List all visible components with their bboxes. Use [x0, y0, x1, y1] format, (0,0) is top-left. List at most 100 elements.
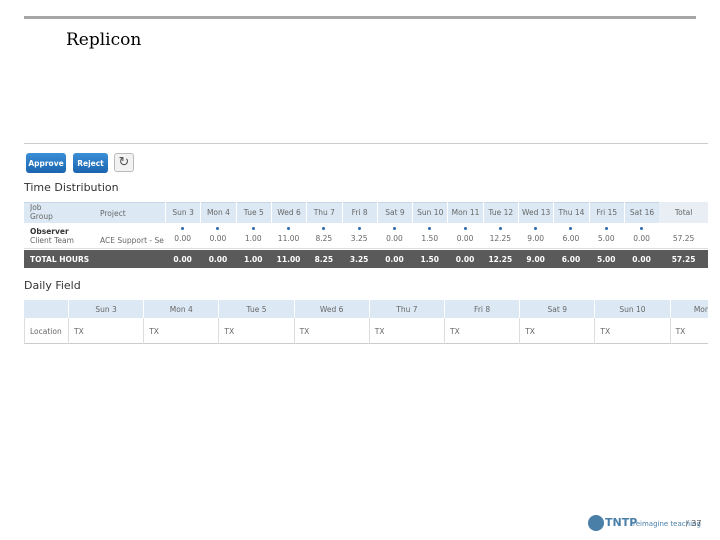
hours-cell: 0.00: [209, 233, 227, 243]
hours-cell: 0.00: [456, 233, 474, 243]
field-cell: TX: [143, 318, 218, 344]
refresh-button[interactable]: ↻: [114, 153, 134, 172]
total-hours-cell: 6.00: [561, 254, 581, 264]
entry-dot: [498, 227, 502, 230]
column-header: Wed 6: [293, 300, 369, 318]
entry-dot: [428, 227, 432, 230]
column-header: Tue 5: [235, 202, 271, 223]
column-header: Mon 11: [447, 202, 482, 223]
hours-cell: 0.00: [633, 233, 650, 243]
section-heading: Time Distribution: [24, 181, 119, 194]
column-header: Thu 14: [553, 202, 588, 223]
field-cell: TX: [444, 318, 519, 344]
column-header: Sat 9: [519, 300, 594, 318]
total-hours-cell: 0.00: [208, 254, 228, 264]
page-number: / 37: [686, 519, 702, 528]
logo: TNTP: [605, 516, 638, 529]
column-header: Sun 3: [68, 300, 143, 318]
entry-dot: [251, 227, 255, 230]
total-hours-cell: 8.25: [314, 254, 334, 264]
column-header: Sun 10: [594, 300, 669, 318]
row-bg: [24, 318, 708, 344]
grand-total: 57.25: [671, 254, 696, 264]
screenshot: ↻ Approve Reject Time Distribution Job Group…: [24, 143, 708, 346]
column-header: Wed 13: [518, 202, 553, 223]
total-hours-cell: 0.00: [385, 254, 404, 264]
field-cell: TX: [368, 318, 444, 344]
total-hours-cell: 0.00: [173, 254, 192, 264]
table-header-bg: [24, 300, 708, 318]
total-hours-cell: 11.00: [276, 254, 301, 264]
hours-cell: 5.00: [597, 233, 615, 243]
column-header: Tue 5: [218, 300, 293, 318]
action-button[interactable]: Approve: [26, 153, 66, 173]
entry-dot: [216, 227, 220, 230]
total-hours-cell: 0.00: [455, 254, 475, 264]
field-cell: TX: [218, 318, 293, 344]
column-header: Thu 7: [368, 300, 444, 318]
action-button[interactable]: Reject: [73, 153, 108, 173]
column-header: Mon 11: [669, 300, 708, 318]
row-label: Location: [30, 326, 62, 336]
entry-dot: [181, 227, 185, 230]
field-cell: TX: [68, 318, 143, 344]
column-header: Sun 10: [412, 202, 447, 223]
column-header: Sun 3: [165, 202, 200, 223]
slide-title: Replicon: [66, 30, 142, 50]
entry-dot: [463, 227, 467, 230]
header-label: Project: [100, 208, 126, 218]
total-hours-cell: 1.00: [243, 254, 263, 264]
hours-cell: 9.00: [527, 233, 544, 243]
field-cell: TX: [669, 318, 708, 344]
field-cell: TX: [519, 318, 594, 344]
column-header: Mon 4: [200, 202, 235, 223]
hours-cell: 1.50: [421, 233, 439, 243]
header-label: Group: [30, 212, 53, 221]
section-heading: Daily Field: [24, 279, 81, 292]
entry-dot: [357, 227, 361, 230]
project-name: ACE Support - Se: [100, 236, 164, 245]
total-label: TOTAL HOURS: [30, 254, 90, 264]
entry-dot: [604, 227, 608, 230]
field-cell: TX: [594, 318, 669, 344]
job-name: Observer: [30, 227, 69, 236]
hours-cell: 11.00: [277, 233, 300, 243]
table-header-bg: [24, 202, 708, 223]
column-header: Mon 4: [143, 300, 218, 318]
total-hours-cell: 5.00: [596, 254, 616, 264]
total-cell: 57.25: [672, 233, 695, 243]
entry-dot: [569, 227, 573, 230]
hours-cell: 1.00: [244, 233, 262, 243]
total-hours-cell: 3.25: [349, 254, 369, 264]
column-header: Total: [659, 202, 708, 223]
total-hours-cell: 0.00: [632, 254, 651, 264]
column-header: Fri 8: [341, 202, 377, 223]
hours-cell: 8.25: [315, 233, 333, 243]
column-header: Thu 7: [306, 202, 341, 223]
hours-cell: 6.00: [562, 233, 580, 243]
hours-cell: 0.00: [174, 233, 191, 243]
top-rule: [24, 16, 696, 19]
logo-icon: [588, 515, 604, 531]
entry-dot: [322, 227, 326, 230]
header-label: Job: [30, 203, 42, 212]
column-header: Wed 6: [270, 202, 306, 223]
column-header: Sat 9: [376, 202, 412, 223]
total-hours-cell: 12.25: [488, 254, 513, 264]
hours-cell: 0.00: [386, 233, 403, 243]
logo-tagline: reimagine teaching: [633, 520, 701, 528]
entry-dot: [534, 227, 538, 230]
total-row-bg: [24, 250, 708, 268]
entry-dot: [640, 227, 644, 230]
column-header: Tue 12: [482, 202, 518, 223]
row-bg: [24, 223, 708, 249]
entry-dot: [392, 227, 396, 230]
hours-cell: 3.25: [350, 233, 368, 243]
column-header: Sat 16: [623, 202, 659, 223]
total-hours-cell: 9.00: [526, 254, 545, 264]
entry-dot: [287, 227, 291, 230]
group-name: Client Team: [30, 236, 74, 245]
column-header: Fri 15: [588, 202, 624, 223]
total-hours-cell: 1.50: [420, 254, 439, 264]
